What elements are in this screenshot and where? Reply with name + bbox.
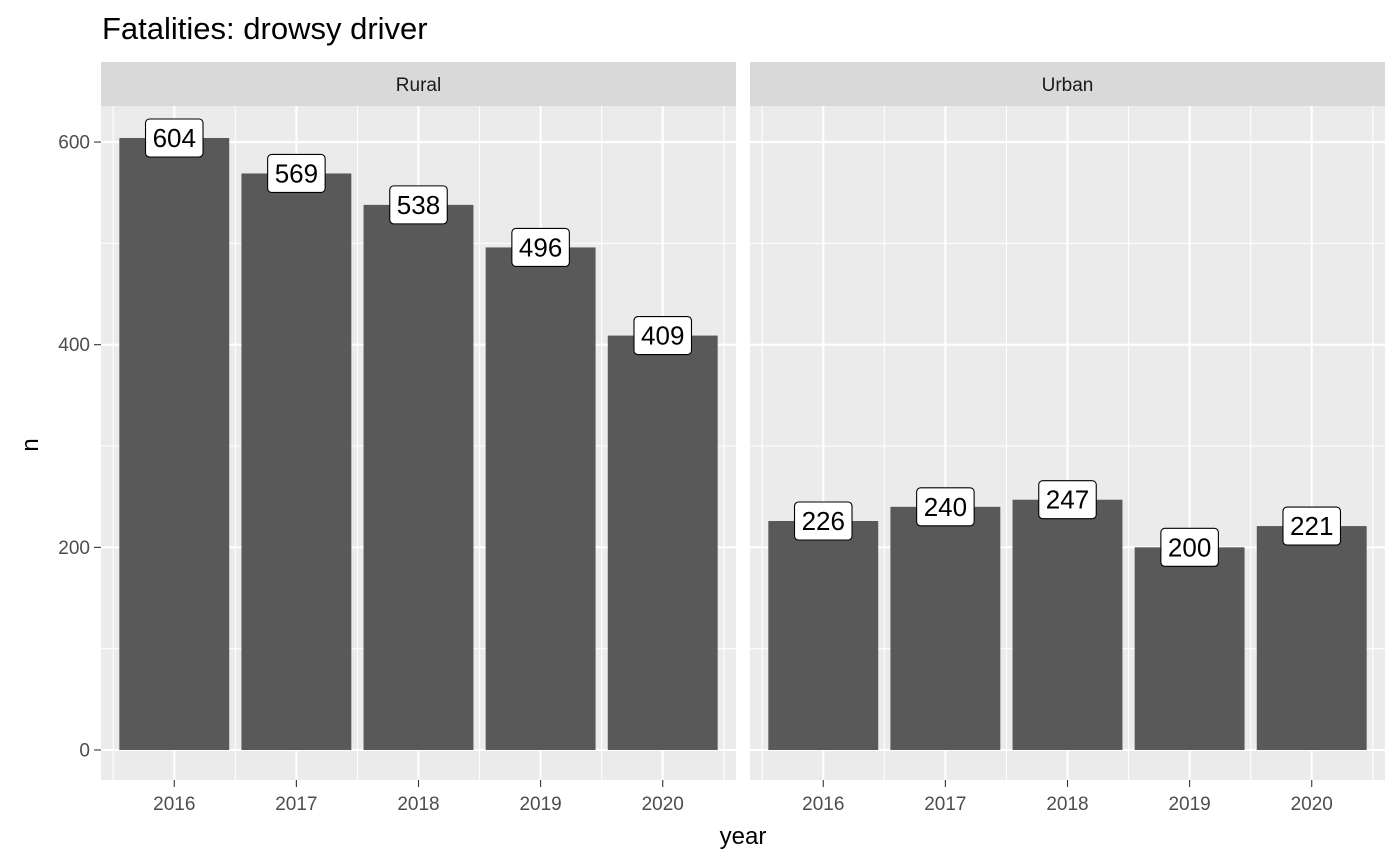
x-tick-label: 2020 <box>642 794 684 815</box>
bar-urban-2020 <box>1256 526 1367 750</box>
data-label-box <box>389 185 448 225</box>
data-label-box <box>1038 480 1097 520</box>
data-label-box <box>793 501 853 541</box>
y-axis-title: n <box>17 438 44 451</box>
bar-rural-2017 <box>241 173 352 750</box>
y-tick-label: 600 <box>58 133 90 154</box>
data-label-text: 409 <box>641 321 684 351</box>
bar-rural-2019 <box>485 247 596 751</box>
data-label-box <box>144 118 204 158</box>
x-tick-label: 2019 <box>519 794 561 815</box>
data-label: 538 <box>389 185 448 225</box>
data-label-box <box>1282 506 1342 546</box>
data-label-text: 240 <box>924 492 967 522</box>
data-label: 604 <box>144 118 204 158</box>
y-axis: 0 200 400 600 <box>58 133 101 762</box>
x-tick-label: 2020 <box>1291 794 1333 815</box>
x-tick-label: 2018 <box>1046 794 1088 815</box>
bar-rural-2016 <box>119 137 230 750</box>
x-tick-label: 2018 <box>397 794 439 815</box>
bar-urban-2016 <box>768 521 879 750</box>
data-label: 247 <box>1038 480 1097 520</box>
data-label: 226 <box>793 501 853 541</box>
bar-rural-2020 <box>607 335 718 750</box>
data-label-text: 538 <box>397 190 440 220</box>
data-label-text: 569 <box>275 158 318 188</box>
data-label-box <box>511 227 570 267</box>
chart-title: Fatalities: drowsy driver <box>102 11 428 46</box>
facet-strip-label: Rural <box>396 75 441 96</box>
data-label-box <box>633 316 693 356</box>
data-label: 221 <box>1282 506 1342 546</box>
x-tick-label: 2016 <box>802 794 844 815</box>
data-label: 569 <box>267 153 326 194</box>
facet-strip <box>101 62 736 106</box>
x-tick-label: 2016 <box>153 794 195 815</box>
data-label-box <box>916 487 975 527</box>
data-label-text: 604 <box>153 123 196 153</box>
data-label: 240 <box>916 487 975 527</box>
x-tick-label: 2017 <box>275 794 317 815</box>
x-tick-label: 2019 <box>1168 794 1210 815</box>
facet-strip <box>750 62 1385 106</box>
bar-rural-2018 <box>363 204 474 750</box>
data-label: 200 <box>1160 527 1219 567</box>
data-label-box <box>267 153 326 194</box>
data-label-text: 496 <box>519 232 562 262</box>
bar-urban-2019 <box>1134 547 1245 750</box>
data-label-box <box>1160 527 1219 567</box>
y-tick-label: 200 <box>58 538 90 559</box>
y-tick-label: 0 <box>79 741 90 762</box>
x-axis-title: year <box>720 823 767 850</box>
data-label-text: 200 <box>1168 532 1211 562</box>
facet-urban: 226 240 247 200 221 Urban 2016 2017 2018 2019 2020 <box>750 62 1385 815</box>
bar-urban-2017 <box>890 506 1001 750</box>
data-label-text: 221 <box>1290 511 1333 541</box>
data-label: 409 <box>633 316 693 356</box>
x-tick-label: 2017 <box>924 794 966 815</box>
bar-urban-2018 <box>1012 499 1123 750</box>
data-label: 496 <box>511 227 570 267</box>
facet-panels: 604 569 538 496 409 Rural 2016 2017 2018 2019 2020… <box>101 62 1385 815</box>
facet-rural: 604 569 538 496 409 Rural 2016 2017 2018 2019 2020 <box>101 62 736 815</box>
facet-strip-label: Urban <box>1042 75 1094 96</box>
y-tick-label: 400 <box>58 335 90 356</box>
data-label-text: 226 <box>802 506 845 536</box>
data-label-text: 247 <box>1046 485 1089 515</box>
